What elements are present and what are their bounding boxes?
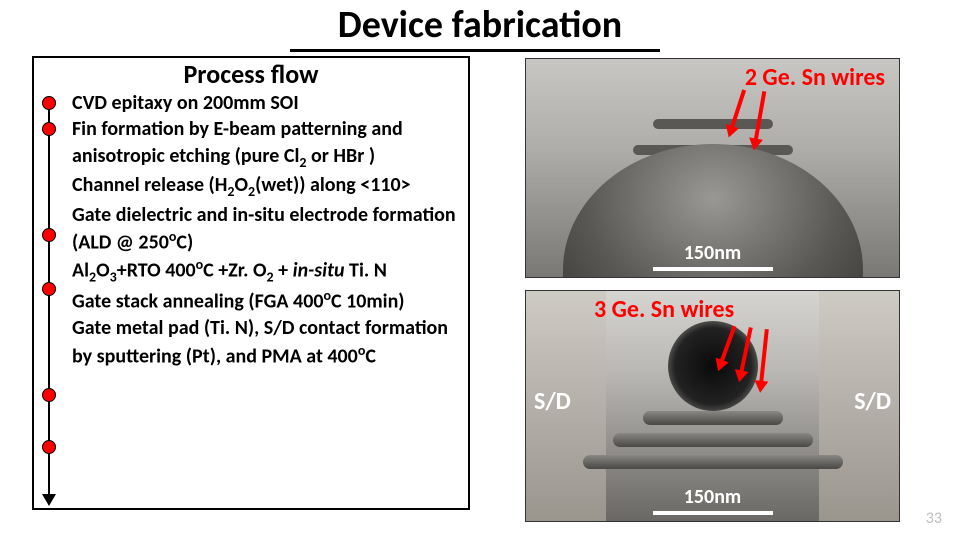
sem-image-3wires: 3 Ge. Sn wires S/D S/D 150nm [525,290,900,522]
sem-top-wire [653,119,773,129]
sem-image-2wires: 2 Ge. Sn wires 150nm [525,58,900,278]
process-step: Gate stack annealing (FGA 400oC 10min) [72,287,460,315]
flow-arrow-head-icon [42,494,56,506]
process-flow-box: Process flow CVD epitaxy on 200mm SOIFin… [32,56,470,510]
flow-bullet-icon [42,228,56,242]
sd-right-label: S/D [854,387,891,416]
process-step: Fin formation by E-beam patterning and a… [72,116,460,172]
flow-bullet-icon [42,282,56,296]
process-step: Gate dielectric and in-situ electrode fo… [72,202,460,288]
sem-top-scale: 150nm [653,241,773,271]
sem-bot-caption: 3 Ge. Sn wires [594,295,734,324]
scale-bar-icon [653,267,773,271]
sem-top-caption: 2 Ge. Sn wires [745,63,885,92]
flow-arrow-line [48,98,50,498]
process-flow-heading: Process flow [34,58,468,90]
scale-bar-icon [653,511,773,515]
sd-left-label: S/D [534,387,571,416]
slide-title: Device fabrication [0,2,960,48]
sem-top-scale-text: 150nm [653,241,773,265]
process-steps-list: CVD epitaxy on 200mm SOIFin formation by… [72,90,460,370]
sem-bot-wire [583,455,843,469]
flow-bullet-icon [42,388,56,402]
process-step: CVD epitaxy on 200mm SOI [72,90,460,116]
process-step: Gate metal pad (Ti. N), S/D contact form… [72,315,460,369]
sem-bot-scale-text: 150nm [653,485,773,509]
process-step: Channel release (H2O2(wet)) along <110> [72,172,460,201]
flow-bullet-icon [42,96,56,110]
page-number: 33 [926,509,942,528]
sem-bot-scale: 150nm [653,485,773,515]
flow-bullet-icon [42,440,56,454]
sem-bot-wire [613,433,813,447]
sem-bot-wire [643,411,783,425]
flow-bullet-icon [42,122,56,136]
